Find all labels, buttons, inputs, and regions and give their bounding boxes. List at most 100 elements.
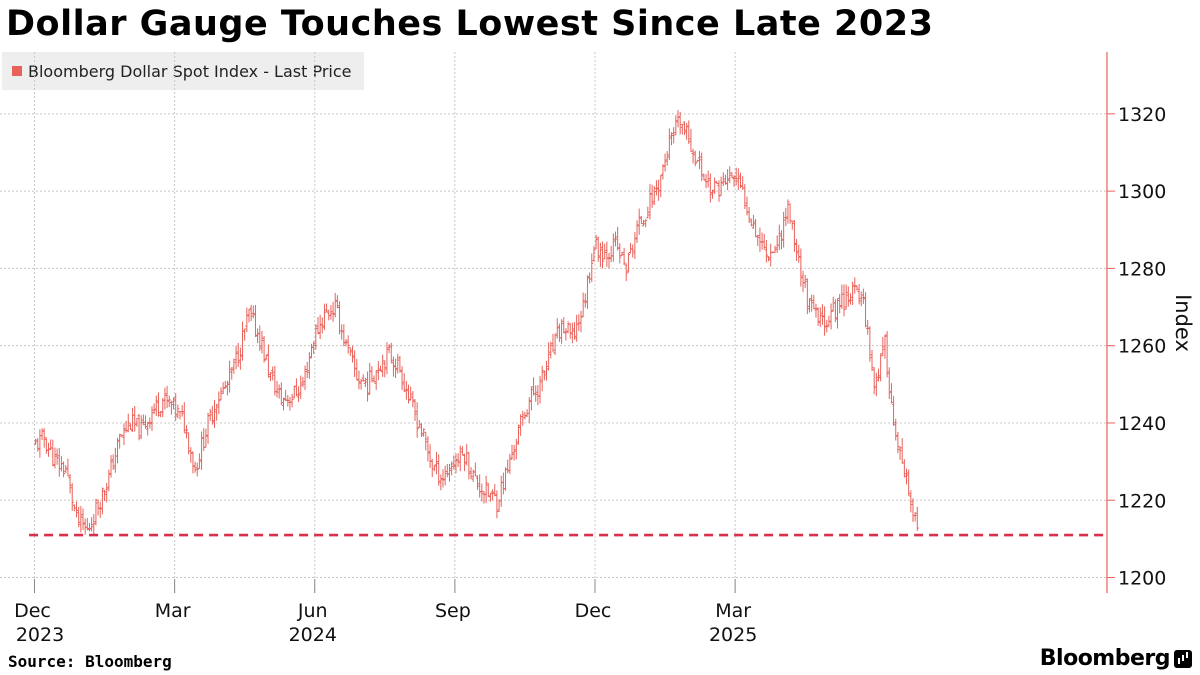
ohlc-bar <box>329 305 333 320</box>
ohlc-bar <box>301 376 305 388</box>
ohlc-bar <box>570 322 574 344</box>
ohlc-bar <box>883 334 887 359</box>
ohlc-bar <box>680 123 684 135</box>
ohlc-bar <box>605 241 609 267</box>
ohlc-bar <box>148 417 152 429</box>
ohlc-bar <box>579 310 583 333</box>
ohlc-bar <box>484 475 488 504</box>
ohlc-bar <box>417 420 421 429</box>
ohlc-bar <box>79 506 83 533</box>
ohlc-bar <box>424 431 428 451</box>
ohlc-bar <box>456 453 460 467</box>
ohlc-bar <box>648 183 652 220</box>
ohlc-bar <box>536 385 540 406</box>
ohlc-bar <box>909 490 913 513</box>
ohlc-bar <box>818 307 822 327</box>
ohlc-bar <box>335 295 339 309</box>
ohlc-bar <box>74 501 79 518</box>
ohlc-bar <box>585 275 590 309</box>
ohlc-bar <box>499 475 503 507</box>
ohlc-bar <box>887 367 891 400</box>
ohlc-bar <box>637 208 641 235</box>
ohlc-bar <box>120 434 124 437</box>
ohlc-bar <box>827 315 831 327</box>
ohlc-bar <box>650 184 654 208</box>
ohlc-bar <box>721 172 725 186</box>
ohlc-bar <box>855 285 859 291</box>
ohlc-bar <box>559 319 564 344</box>
ohlc-bar <box>583 293 587 308</box>
ohlc-bar <box>342 324 346 347</box>
ohlc-bar <box>113 447 117 473</box>
ohlc-bar <box>732 175 736 187</box>
ohlc-bar <box>312 341 316 354</box>
ohlc-bar <box>844 284 848 310</box>
ohlc-bar <box>516 424 521 445</box>
ohlc-bar <box>348 347 352 357</box>
ohlc-bar <box>361 374 365 382</box>
ohlc-bar <box>775 235 779 253</box>
y-tick-label: 1260 <box>1118 336 1166 358</box>
ohlc-bar <box>542 370 546 381</box>
ohlc-bar <box>820 304 825 325</box>
ohlc-bar <box>713 177 717 195</box>
ohlc-bar <box>825 319 829 333</box>
ohlc-bar <box>719 176 723 196</box>
ohlc-bar <box>475 475 480 490</box>
ohlc-bar <box>305 361 309 379</box>
ohlc-bar <box>42 428 46 448</box>
ohlc-bar <box>57 448 61 477</box>
ohlc-bar <box>695 159 699 163</box>
ohlc-bar <box>501 472 505 495</box>
ohlc-bar <box>432 464 436 472</box>
y-tick-label: 1200 <box>1118 568 1166 590</box>
ohlc-bar <box>801 270 805 293</box>
ohlc-bar <box>146 421 150 436</box>
ohlc-bar <box>736 168 740 190</box>
ohlc-bar <box>372 375 376 383</box>
ohlc-bar <box>299 375 303 400</box>
ohlc-bar <box>159 411 163 418</box>
ohlc-bar <box>445 463 449 478</box>
ohlc-bar <box>126 413 130 433</box>
ohlc-bar <box>896 432 900 454</box>
ohlc-bar <box>415 402 419 438</box>
ohlc-bar <box>840 284 844 309</box>
ohlc-bar <box>816 307 820 326</box>
ohlc-bar <box>273 365 277 396</box>
ohlc-bar <box>622 247 626 266</box>
ohlc-bar <box>258 325 262 351</box>
ohlc-bar <box>503 467 508 491</box>
ohlc-bar <box>452 455 456 470</box>
ohlc-bar <box>230 367 234 380</box>
ohlc-bar <box>434 452 439 475</box>
ohlc-bar <box>756 234 760 247</box>
ohlc-bar <box>758 227 762 252</box>
source-note: Source: Bloomberg <box>8 652 172 671</box>
ohlc-bar <box>107 469 111 492</box>
ohlc-bar <box>450 461 454 476</box>
ohlc-bar <box>803 274 807 288</box>
ohlc-bar <box>271 366 275 381</box>
ohlc-bar <box>469 467 473 480</box>
ohlc-bar <box>807 298 812 313</box>
ohlc-bar <box>564 328 568 341</box>
ohlc-bar <box>180 405 184 417</box>
ohlc-bar <box>553 333 557 355</box>
ohlc-bar <box>710 189 715 199</box>
ohlc-bar <box>398 355 402 373</box>
ohlc-bar <box>672 127 676 144</box>
ohlc-bar <box>521 410 525 426</box>
ohlc-bar <box>490 489 495 501</box>
ohlc-bar <box>428 444 432 468</box>
ohlc-bar <box>797 244 801 263</box>
ohlc-bar <box>870 350 874 371</box>
ohlc-bar <box>495 490 499 519</box>
ohlc-bar <box>68 474 72 494</box>
price-series <box>33 110 919 536</box>
ohlc-bar <box>868 326 872 362</box>
ohlc-bar <box>66 458 70 477</box>
ohlc-bar <box>277 384 281 399</box>
ohlc-bar <box>693 150 697 167</box>
